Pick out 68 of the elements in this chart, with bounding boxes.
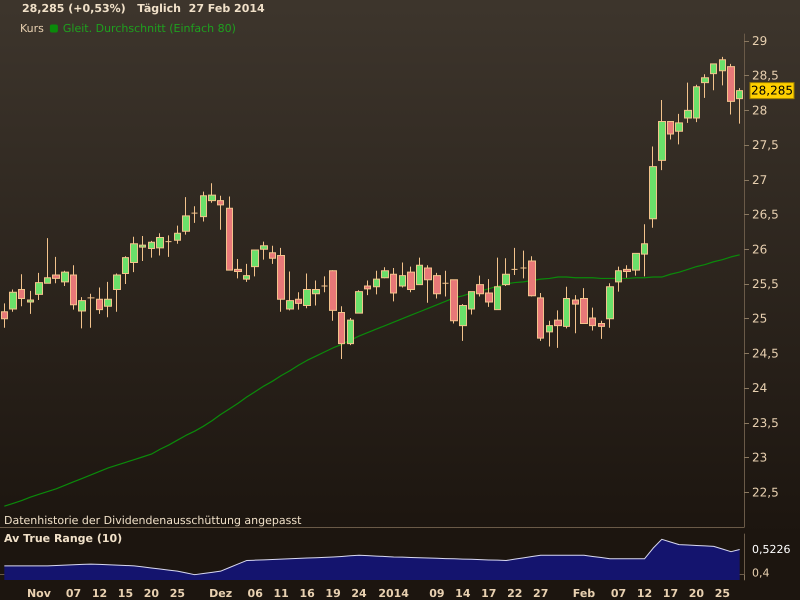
candlestick <box>598 320 605 340</box>
y-tick-label: 22,5 <box>752 485 779 500</box>
candlestick <box>364 280 371 296</box>
y-tick-label: 26,5 <box>752 208 779 222</box>
candlestick <box>373 270 380 295</box>
candlestick <box>338 306 345 360</box>
candlestick <box>649 146 657 228</box>
candlestick <box>502 258 510 287</box>
line-series <box>4 254 740 507</box>
text: 0,5226 <box>752 542 790 556</box>
candlestick <box>182 196 190 236</box>
candlestick <box>243 263 250 282</box>
chart-title: Av True Range (10) <box>4 532 122 545</box>
candlestick <box>113 273 121 312</box>
y-tick-label: 28 <box>752 103 768 118</box>
candlestick <box>511 247 518 276</box>
y-tick-label: 25,5 <box>752 276 779 291</box>
x-tick-label: 12 <box>92 587 108 600</box>
x-tick-label: 12 <box>636 587 652 600</box>
x-tick-label: 14 <box>455 587 471 600</box>
x-tick-label: 07 <box>610 587 626 600</box>
x-tick-label: Nov <box>26 587 52 600</box>
y-tick-label: 24 <box>752 381 768 396</box>
candlestick <box>1 302 8 328</box>
y-tick-label: 28,5 <box>752 68 779 83</box>
candlestick <box>27 290 34 314</box>
x-tick-label: Feb <box>572 587 596 600</box>
candlestick <box>710 63 717 91</box>
x-tick-label: 2014 <box>378 587 410 600</box>
annotation: Datenhistorie der Dividendenausschüttung angepasst <box>4 514 302 527</box>
x-tick-label: 16 <box>299 587 316 600</box>
text: 28,285 <box>751 84 793 98</box>
candlestick <box>347 317 354 346</box>
x-tick-label: 11 <box>274 587 289 600</box>
candlestick <box>87 293 95 328</box>
text: Kurs <box>20 22 44 35</box>
x-tick-label: Dez <box>209 587 232 600</box>
x-tick-label: 25 <box>170 587 186 600</box>
text: 0,4 <box>752 566 770 580</box>
y-tick-label: 23 <box>752 450 768 465</box>
x-tick-label: 20 <box>688 587 704 600</box>
x-tick-label: 24 <box>351 587 368 600</box>
candlestick <box>701 74 709 98</box>
x-tick-label: 25 <box>714 587 730 600</box>
y-tick-label: 24,5 <box>752 346 779 360</box>
candlestick <box>537 292 544 342</box>
x-tick-label: 20 <box>144 587 160 600</box>
candlestick <box>355 290 363 314</box>
y-tick-label: 29 <box>752 34 768 48</box>
x-tick-label: 27 <box>533 587 548 600</box>
legend-label: Gleit. Durchschnitt (Einfach 80) <box>62 22 236 35</box>
x-tick-label: 15 <box>118 587 134 600</box>
candlestick <box>191 206 198 224</box>
y-tick-label: 26 <box>752 242 768 256</box>
x-tick-label: 06 <box>248 587 264 600</box>
y-tick-label: 27,5 <box>752 138 779 152</box>
x-tick-label: 17 <box>662 587 678 600</box>
y-tick-label: 25 <box>752 312 768 326</box>
chart-title: 28,285 (+0,53%) Täglich 27 Feb 2014 <box>22 2 265 15</box>
y-tick-label: 27 <box>752 172 768 187</box>
x-tick-label: 17 <box>481 587 496 600</box>
candlestick <box>174 225 181 244</box>
y-tick-label: 23,5 <box>752 416 779 430</box>
x-tick-label: 09 <box>429 587 445 600</box>
x-tick-label: 19 <box>325 587 341 600</box>
x-tick-label: 22 <box>507 587 522 600</box>
candlestick <box>606 282 614 328</box>
x-tick-label: 07 <box>66 587 82 600</box>
